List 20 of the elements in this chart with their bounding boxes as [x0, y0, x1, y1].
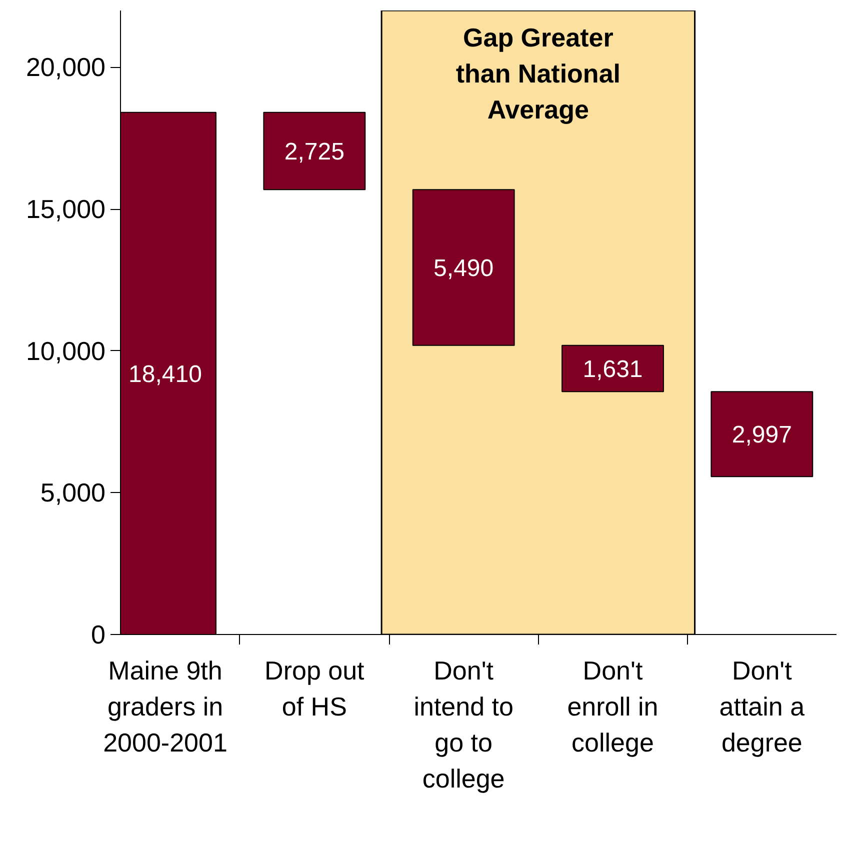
bar	[263, 112, 366, 190]
band-label: Gap Greater than National Average	[456, 22, 621, 124]
y-tick-label: 10,000	[26, 336, 106, 366]
bar	[412, 189, 515, 346]
data-label: 2,725	[284, 138, 344, 166]
data-label: 5,490	[434, 254, 494, 282]
data-label: 18,410	[128, 360, 202, 388]
y-tick-label: 5,000	[40, 478, 106, 508]
bar	[562, 344, 664, 392]
x-tick-label: Maine 9th graders in 2000-2001	[103, 656, 228, 758]
data-label: 1,631	[582, 356, 643, 383]
x-tick-label: Drop out of HS	[264, 656, 366, 722]
x-tick-label: Don't enroll in college	[567, 656, 658, 758]
y-tick-label: 15,000	[26, 194, 106, 224]
bar	[710, 391, 814, 478]
x-tick-label: Don't attain a degree	[719, 656, 806, 758]
y-tick-label: 0	[91, 620, 106, 650]
data-label: 2,997	[732, 422, 792, 449]
y-tick-label: 20,000	[26, 52, 106, 82]
x-tick-label: Don't intend to go to college	[414, 656, 514, 794]
